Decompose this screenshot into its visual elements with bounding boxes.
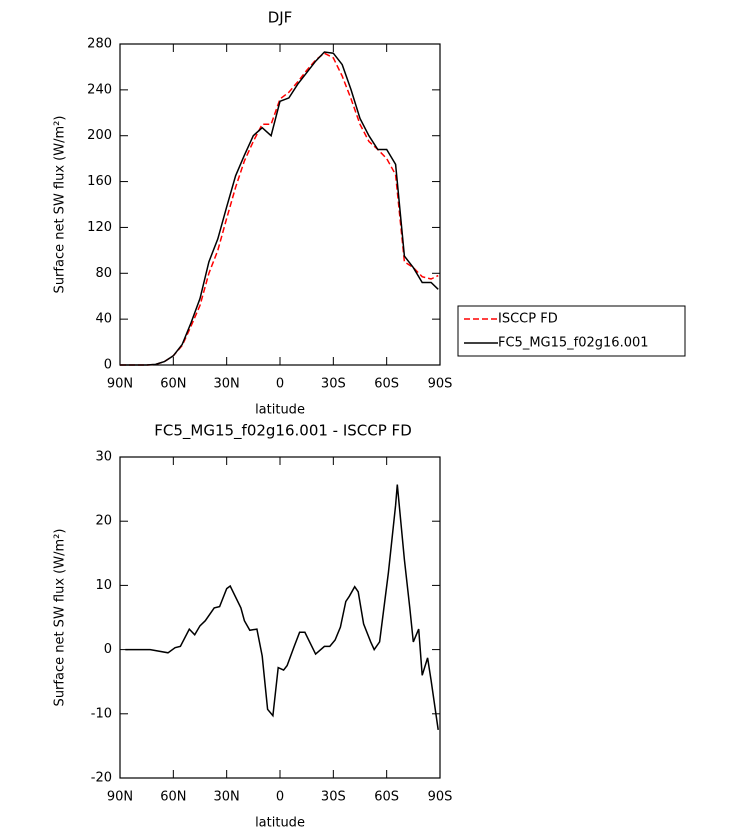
series-line xyxy=(125,484,439,731)
legend-label: ISCCP FD xyxy=(498,312,558,327)
x-axis-label: latitude xyxy=(255,403,305,418)
y-axis-label: Surface net SW flux (W/m²) xyxy=(53,529,68,707)
y-tick-label: -10 xyxy=(91,706,112,721)
x-tick-label: 60N xyxy=(160,790,186,805)
x-axis-label: latitude xyxy=(255,816,305,831)
y-tick-label: -20 xyxy=(91,771,112,786)
y-tick-label: 240 xyxy=(87,82,112,97)
x-tick-label: 30N xyxy=(214,377,240,392)
y-tick-label: 280 xyxy=(87,37,112,52)
series-line xyxy=(120,52,439,366)
x-tick-label: 0 xyxy=(276,790,284,805)
x-tick-label: 60N xyxy=(160,377,186,392)
x-tick-label: 30S xyxy=(321,377,346,392)
y-tick-label: 30 xyxy=(95,450,112,465)
y-tick-label: 40 xyxy=(95,312,112,327)
x-tick-label: 30N xyxy=(214,790,240,805)
x-tick-label: 60S xyxy=(374,377,399,392)
x-tick-label: 0 xyxy=(276,377,284,392)
legend-box xyxy=(457,305,686,357)
y-tick-label: 120 xyxy=(87,220,112,235)
y-tick-label: 200 xyxy=(87,128,112,143)
y-tick-label: 0 xyxy=(104,358,112,373)
plot-frame xyxy=(119,43,441,366)
y-tick-label: 10 xyxy=(95,578,112,593)
chart-title: FC5_MG15_f02g16.001 - ISCCP FD xyxy=(154,422,412,441)
x-tick-label: 30S xyxy=(321,790,346,805)
y-tick-label: 80 xyxy=(95,266,112,281)
y-tick-label: 0 xyxy=(104,642,112,657)
plot-frame xyxy=(119,456,441,779)
x-tick-label: 90S xyxy=(428,377,453,392)
series-line xyxy=(120,51,439,366)
y-axis-label: Surface net SW flux (W/m²) xyxy=(53,116,68,294)
x-tick-label: 90N xyxy=(107,377,133,392)
chart-title: DJF xyxy=(268,9,293,27)
y-tick-label: 20 xyxy=(95,514,112,529)
x-tick-label: 90S xyxy=(428,790,453,805)
x-tick-label: 90N xyxy=(107,790,133,805)
legend-label: FC5_MG15_f02g16.001 xyxy=(498,336,649,351)
y-tick-label: 160 xyxy=(87,174,112,189)
x-tick-label: 60S xyxy=(374,790,399,805)
